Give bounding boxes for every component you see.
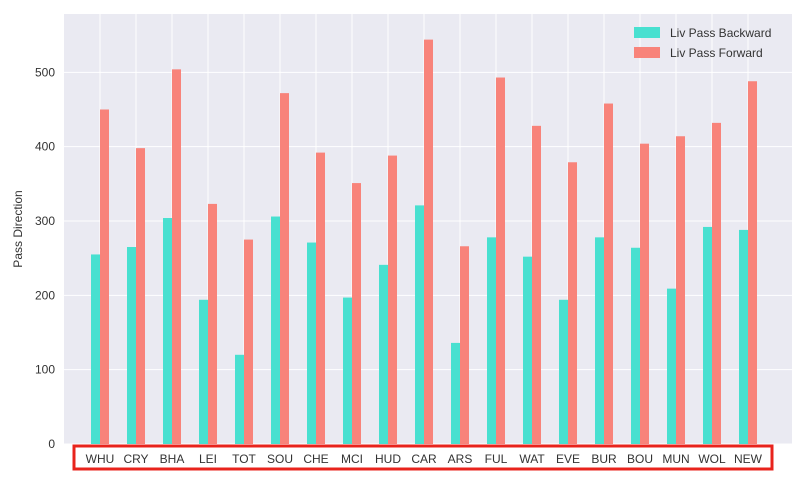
y-tick-labels: 0 100 200 300 400 500 <box>35 65 55 451</box>
bar-forward <box>424 39 433 444</box>
bar-forward <box>316 152 325 444</box>
legend-swatch-forward <box>634 47 660 58</box>
bar-forward <box>604 103 613 444</box>
bar-forward <box>748 81 757 444</box>
y-tick-label: 0 <box>48 437 55 451</box>
bar-forward <box>100 109 109 444</box>
bar-forward <box>496 77 505 444</box>
x-tick-label: MUN <box>662 452 689 466</box>
bar-backward <box>415 205 424 444</box>
x-tick-label: NEW <box>734 452 763 466</box>
bar-backward <box>235 354 244 444</box>
bars <box>91 39 757 445</box>
x-tick-label: BHA <box>160 452 185 466</box>
bar-backward <box>739 229 748 444</box>
x-tick-label: WOL <box>698 452 726 466</box>
bar-backward <box>379 264 388 444</box>
bar-backward <box>91 254 100 444</box>
bar-forward <box>208 203 217 444</box>
bar-forward <box>172 69 181 445</box>
x-tick-label: CHE <box>303 452 328 466</box>
bar-forward <box>460 246 469 444</box>
legend: Liv Pass Backward Liv Pass Forward <box>634 26 771 60</box>
bar-forward <box>352 183 361 444</box>
bar-backward <box>307 242 316 444</box>
x-tick-label: ARS <box>448 452 473 466</box>
x-tick-label: FUL <box>485 452 508 466</box>
bar-backward <box>199 299 208 444</box>
x-tick-label: MCI <box>341 452 363 466</box>
bar-backward <box>523 256 532 444</box>
bar-forward <box>712 122 721 445</box>
x-tick-label: HUD <box>375 452 401 466</box>
x-tick-labels: WHU CRY BHA LEI TOT SOU CHE MCI HUD CAR ARS FUL WAT E… <box>86 452 763 466</box>
bar-forward <box>136 148 145 444</box>
y-tick-label: 300 <box>35 214 55 228</box>
x-tick-label: BOU <box>627 452 653 466</box>
x-tick-label: BUR <box>591 452 617 466</box>
y-tick-label: 100 <box>35 363 55 377</box>
x-tick-label: WHU <box>86 452 115 466</box>
x-tick-label: LEI <box>199 452 217 466</box>
x-tick-label: TOT <box>232 452 256 466</box>
bar-backward <box>451 342 460 444</box>
bar-forward <box>640 143 649 445</box>
bar-backward <box>667 288 676 444</box>
x-tick-label: EVE <box>556 452 580 466</box>
legend-label-backward: Liv Pass Backward <box>670 26 771 40</box>
x-tick-label: WAT <box>519 452 545 466</box>
bar-backward <box>271 216 280 444</box>
bar-backward <box>703 226 712 444</box>
x-tick-label: CAR <box>411 452 437 466</box>
bar-forward <box>676 136 685 444</box>
y-tick-label: 200 <box>35 288 55 302</box>
legend-label-forward: Liv Pass Forward <box>670 46 763 60</box>
bar-forward <box>244 239 253 444</box>
y-axis-label: Pass Direction <box>11 190 25 267</box>
x-tick-label: SOU <box>267 452 293 466</box>
y-tick-label: 400 <box>35 140 55 154</box>
bar-backward <box>487 237 496 444</box>
bar-forward <box>280 93 289 444</box>
bar-backward <box>163 218 172 444</box>
bar-forward <box>532 125 541 445</box>
bar-forward <box>568 162 577 444</box>
legend-swatch-backward <box>634 27 660 38</box>
y-tick-label: 500 <box>35 65 55 79</box>
bar-backward <box>127 247 136 444</box>
x-labels-highlight-box <box>72 444 774 471</box>
bar-backward <box>559 299 568 444</box>
bar-backward <box>631 247 640 444</box>
bar-backward <box>343 297 352 444</box>
x-tick-label: CRY <box>123 452 148 466</box>
bar-forward <box>388 155 397 444</box>
bar-backward <box>595 237 604 444</box>
